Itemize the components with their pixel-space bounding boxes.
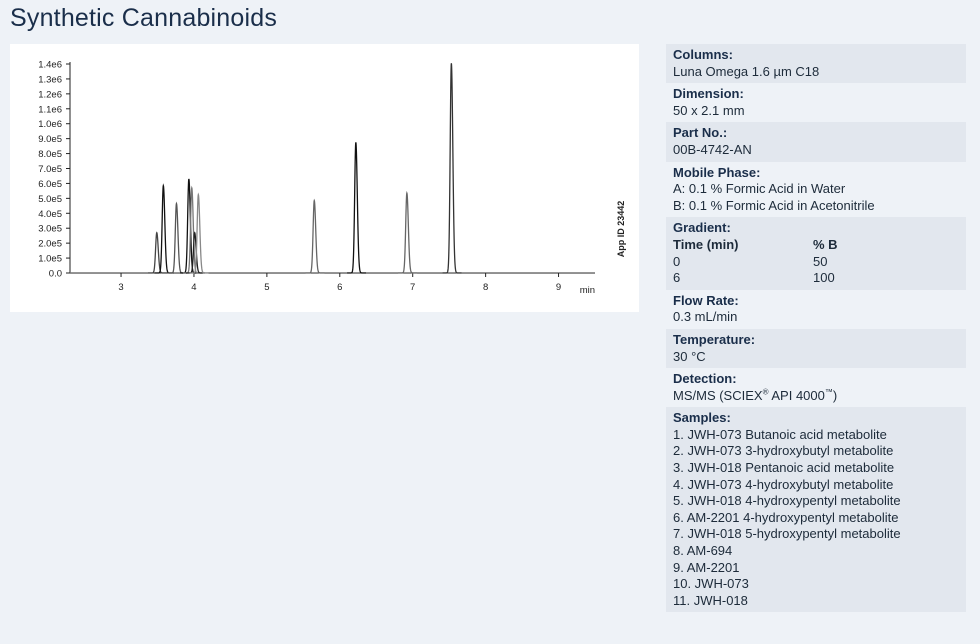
- dimension-value: 50 x 2.1 mm: [673, 102, 745, 118]
- y-tick-label: 2.0e5: [38, 239, 62, 250]
- detection-value: MS/MS (SCIEX® API 4000™): [673, 388, 959, 405]
- mobile-phase-b: B: 0.1 % Formic Acid in Acetonitrile: [673, 197, 875, 213]
- gradient-header-row: Time (min) % B: [673, 237, 959, 254]
- chromatogram-peak: [148, 231, 167, 274]
- temperature-value: 30 °C: [673, 348, 706, 364]
- sample-item: 3. JWH-018 Pentanoic acid metabolite: [673, 460, 895, 476]
- chromatogram-peak: [398, 190, 418, 274]
- registered-mark: ®: [762, 387, 769, 397]
- x-tick-label: 5: [264, 282, 269, 293]
- mobile-phase-block: Mobile Phase: A: 0.1 % Formic Acid in Wa…: [666, 162, 966, 218]
- gradient-time-header: Time (min): [673, 236, 739, 252]
- sample-item: 2. JWH-073 3-hydroxybutyl metabolite: [673, 443, 894, 459]
- y-tick-label: 6.0e5: [38, 179, 62, 190]
- chromatogram-peak: [347, 142, 367, 274]
- detection-text-pre: MS/MS (SCIEX: [673, 387, 763, 403]
- chromatogram-panel: 0.0 1.0e5 2.0e5 3.0e5 4.0e5 5.0e5 6.0e5 7.0e5 8.…: [10, 44, 639, 312]
- y-tick-label: 9.0e5: [38, 134, 62, 145]
- flow-rate-block: Flow Rate: 0.3 mL/min: [666, 290, 966, 329]
- y-tick-label: 5.0e5: [38, 194, 62, 205]
- y-tick-label: 1.3e6: [38, 74, 62, 85]
- sample-item: 10. JWH-073: [673, 576, 749, 592]
- part-number-label: Part No.:: [673, 125, 728, 141]
- sample-item: 4. JWH-073 4-hydroxybutyl metabolite: [673, 476, 894, 492]
- y-tick-label: 8.0e5: [38, 149, 62, 160]
- sample-item: 8. AM-694: [673, 543, 733, 559]
- y-tick-label: 7.0e5: [38, 164, 62, 175]
- temperature-block: Temperature: 30 °C: [666, 328, 966, 369]
- y-tick-label: 1.0e6: [38, 119, 62, 130]
- x-tick-label: 3: [118, 282, 123, 293]
- gradient-time-cell: 6: [673, 270, 681, 286]
- part-number-value: 00B-4742-AN: [673, 141, 752, 157]
- gradient-time-cell: 0: [673, 253, 681, 269]
- columns-value: Luna Omega 1.6 µm C18: [673, 63, 820, 79]
- gradient-row: 0 50: [673, 254, 959, 271]
- app-id-label: App ID 23442: [616, 201, 626, 258]
- part-number-block: Part No.: 00B-4742-AN: [666, 122, 966, 162]
- samples-block: Samples: 1. JWH-073 Butanoic acid metabo…: [666, 407, 966, 613]
- chromatogram-peak: [189, 192, 209, 274]
- temperature-label: Temperature:: [673, 331, 756, 347]
- samples-label: Samples:: [673, 410, 731, 426]
- chromatogram-peak: [305, 198, 325, 274]
- sample-item: 7. JWH-018 5-hydroxypentyl metabolite: [673, 526, 901, 542]
- mobile-phase-label: Mobile Phase:: [673, 164, 761, 180]
- detection-text-post: ): [832, 387, 838, 403]
- sample-item: 5. JWH-018 4-hydroxypentyl metabolite: [673, 493, 901, 509]
- sample-item: 6. AM-2201 4-hydroxypentyl metabolite: [673, 509, 899, 525]
- y-tick-label: 1.2e6: [38, 89, 62, 100]
- mobile-phase-a: A: 0.1 % Formic Acid in Water: [673, 181, 846, 197]
- method-conditions-panel: Columns: Luna Omega 1.6 µm C18 Dimension…: [666, 44, 966, 613]
- flow-rate-value: 0.3 mL/min: [673, 309, 738, 325]
- dimension-block: Dimension: 50 x 2.1 mm: [666, 83, 966, 122]
- flow-rate-label: Flow Rate:: [673, 292, 739, 308]
- columns-label: Columns:: [673, 47, 733, 62]
- chromatogram-peak: [442, 63, 462, 274]
- y-tick-label: 1.0e5: [38, 254, 62, 265]
- y-tick-label: 4.0e5: [38, 209, 62, 220]
- detection-label: Detection:: [673, 371, 737, 387]
- gradient-block: Gradient: Time (min) % B 0 50 6 100: [666, 217, 966, 290]
- sample-item: 1. JWH-073 Butanoic acid metabolite: [673, 426, 887, 442]
- gradient-label: Gradient:: [673, 220, 731, 236]
- y-tick-label: 1.1e6: [38, 104, 62, 115]
- x-tick-label: 9: [556, 282, 561, 293]
- y-tick-label: 0.0: [49, 269, 62, 280]
- chromatogram-peak: [167, 201, 187, 274]
- x-tick-label: 7: [410, 282, 415, 293]
- columns-block: Columns: Luna Omega 1.6 µm C18: [666, 44, 966, 84]
- gradient-b-cell: 100: [813, 270, 835, 286]
- x-tick-label: 8: [483, 282, 488, 293]
- detection-block: Detection: MS/MS (SCIEX® API 4000™): [666, 368, 966, 407]
- y-tick-label: 1.4e6: [38, 60, 62, 71]
- sample-item: 11. JWH-018: [673, 592, 748, 608]
- page-title: Synthetic Cannabinoids: [10, 4, 278, 32]
- dimension-label: Dimension:: [673, 86, 744, 102]
- gradient-row: 6 100: [673, 270, 959, 287]
- y-tick-label: 3.0e5: [38, 224, 62, 235]
- chromatogram-peak: [185, 231, 205, 274]
- x-axis-label: min: [580, 285, 595, 296]
- x-tick-label: 6: [337, 282, 342, 293]
- chromatogram-chart: 0.0 1.0e5 2.0e5 3.0e5 4.0e5 5.0e5 6.0e5 7.0e5 8.…: [38, 60, 626, 297]
- sample-item: 9. AM-2201: [673, 559, 740, 575]
- chromatogram-peak: [154, 183, 174, 274]
- detection-text-mid: API 4000: [768, 387, 825, 403]
- trademark-mark: ™: [824, 387, 833, 397]
- gradient-b-cell: 50: [813, 253, 828, 269]
- x-tick-label: 4: [191, 282, 196, 293]
- gradient-b-header: % B: [813, 236, 838, 252]
